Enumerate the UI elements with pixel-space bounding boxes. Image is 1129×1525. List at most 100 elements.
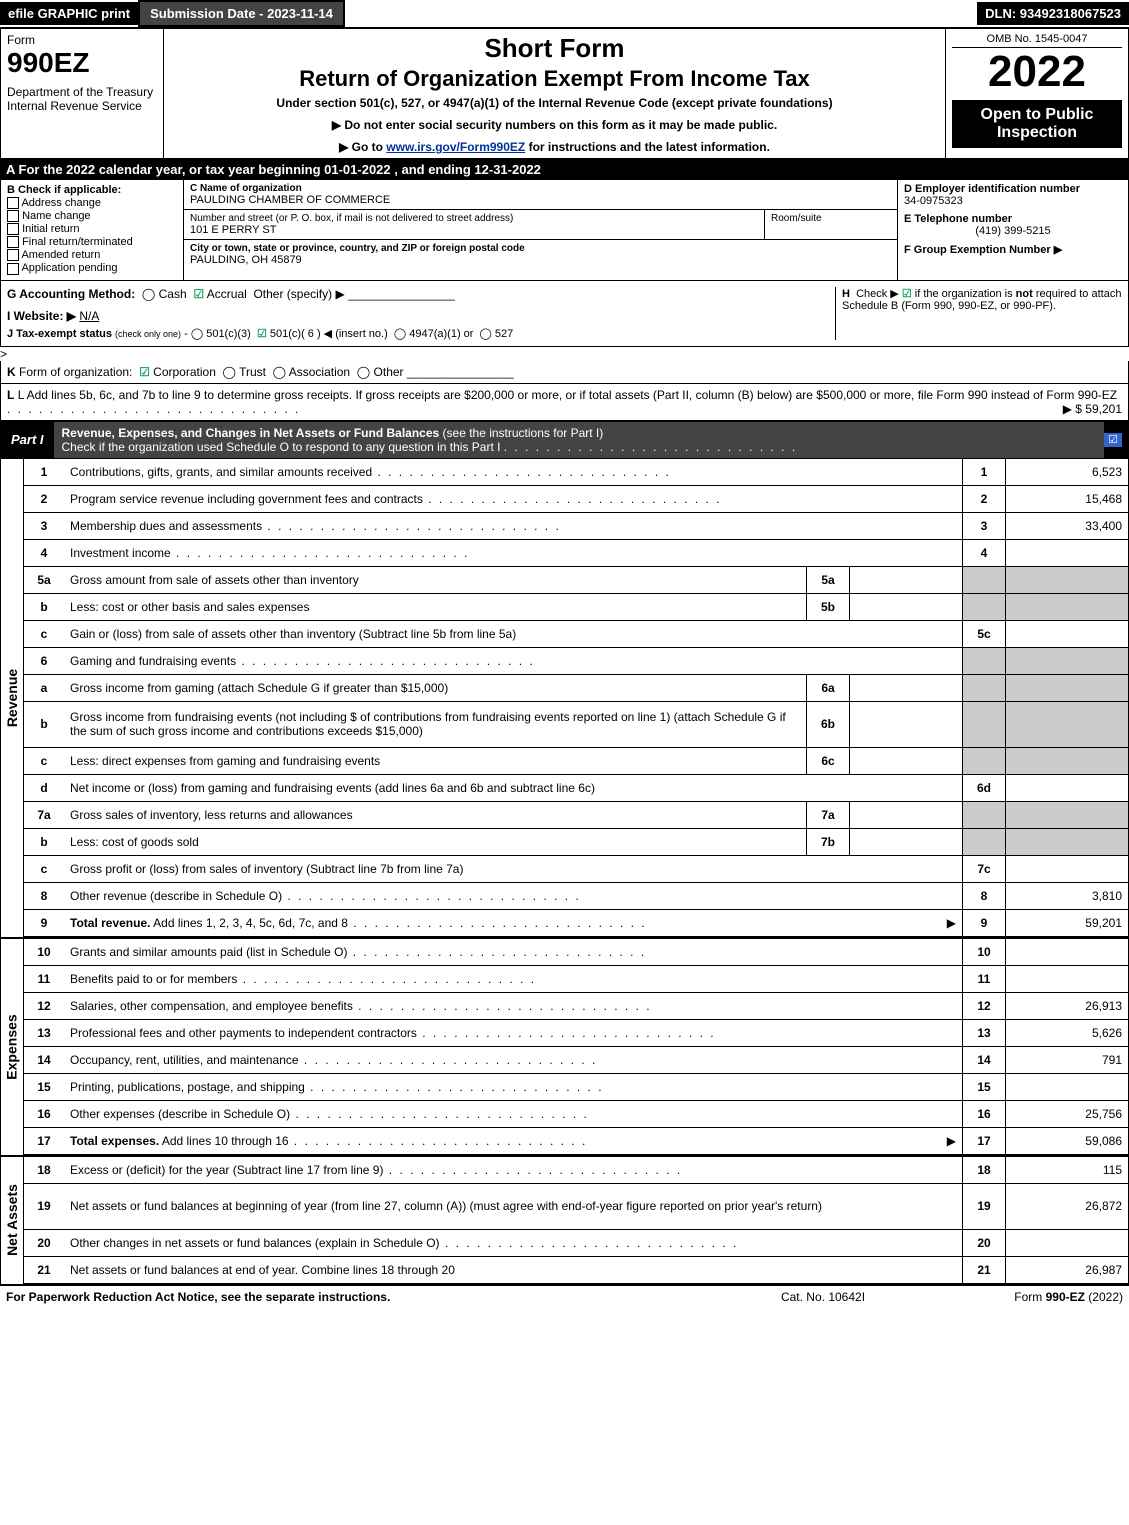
- result-value: 5,626: [1006, 1019, 1129, 1046]
- result-line-number: 11: [963, 965, 1006, 992]
- table-row: 17Total expenses. Add lines 10 through 1…: [24, 1127, 1128, 1154]
- row-a-calendar-year: A For the 2022 calendar year, or tax yea…: [0, 159, 1129, 180]
- line-description: Gross income from fundraising events (no…: [64, 701, 807, 747]
- sub-line-number: 6a: [807, 674, 850, 701]
- line-number: b: [24, 701, 64, 747]
- part1-check[interactable]: ☑: [1104, 433, 1122, 447]
- result-line-number: 9: [963, 909, 1006, 936]
- result-line-number: [963, 701, 1006, 747]
- sub-line-value: [850, 828, 963, 855]
- result-value: [1006, 701, 1129, 747]
- chk-initial-return[interactable]: Initial return: [7, 223, 177, 235]
- department: Department of the Treasury Internal Reve…: [7, 85, 157, 113]
- b-title: B Check if applicable:: [7, 184, 177, 196]
- line-description: Membership dues and assessments: [64, 512, 963, 539]
- g-accrual[interactable]: Accrual: [207, 287, 247, 301]
- line-description: Occupancy, rent, utilities, and maintena…: [64, 1046, 963, 1073]
- chk-application-pending[interactable]: Application pending: [7, 262, 177, 274]
- city: PAULDING, OH 45879: [190, 254, 891, 266]
- line-number: 9: [24, 909, 64, 936]
- result-value: 59,086: [1006, 1127, 1129, 1154]
- org-name: PAULDING CHAMBER OF COMMERCE: [190, 194, 891, 206]
- form-number: 990EZ: [7, 47, 157, 79]
- g-cash[interactable]: Cash: [159, 287, 187, 301]
- result-value: [1006, 801, 1129, 828]
- result-value: [1006, 539, 1129, 566]
- result-line-number: 13: [963, 1019, 1006, 1046]
- result-line-number: [963, 828, 1006, 855]
- l-amount: ▶ $ 59,201: [1063, 402, 1122, 416]
- result-value: 25,756: [1006, 1100, 1129, 1127]
- result-value: 6,523: [1006, 459, 1129, 486]
- result-line-number: 20: [963, 1229, 1006, 1256]
- sub-line-value: [850, 674, 963, 701]
- result-value: [1006, 674, 1129, 701]
- result-value: [1006, 965, 1129, 992]
- result-value: [1006, 828, 1129, 855]
- line-description: Total expenses. Add lines 10 through 16 …: [64, 1127, 963, 1154]
- result-value: [1006, 1073, 1129, 1100]
- result-line-number: [963, 801, 1006, 828]
- result-line-number: [963, 593, 1006, 620]
- page-footer: For Paperwork Reduction Act Notice, see …: [0, 1285, 1129, 1308]
- chk-amended-return[interactable]: Amended return: [7, 249, 177, 261]
- line-description: Gaming and fundraising events: [64, 647, 963, 674]
- sub-line-value: [850, 593, 963, 620]
- table-row: 8Other revenue (describe in Schedule O)8…: [24, 882, 1128, 909]
- table-row: dNet income or (loss) from gaming and fu…: [24, 774, 1128, 801]
- sub-line-number: 7a: [807, 801, 850, 828]
- table-row: cGain or (loss) from sale of assets othe…: [24, 620, 1128, 647]
- line-number: 17: [24, 1127, 64, 1154]
- result-value: [1006, 939, 1129, 966]
- result-line-number: [963, 647, 1006, 674]
- l-text: L Add lines 5b, 6c, and 7b to line 9 to …: [18, 388, 1117, 402]
- table-row: 18Excess or (deficit) for the year (Subt…: [24, 1157, 1128, 1184]
- chk-address-change[interactable]: Address change: [7, 197, 177, 209]
- expenses-side-label: Expenses: [1, 939, 24, 1155]
- revenue-section: Revenue 1Contributions, gifts, grants, a…: [0, 459, 1129, 937]
- g-other[interactable]: Other (specify) ▶: [253, 287, 344, 301]
- result-value: 33,400: [1006, 512, 1129, 539]
- top-bar: efile GRAPHIC print Submission Date - 20…: [0, 0, 1129, 28]
- line-number: c: [24, 855, 64, 882]
- line-number: 15: [24, 1073, 64, 1100]
- f-label: F Group Exemption Number ▶: [904, 243, 1122, 256]
- street-cell: Number and street (or P. O. box, if mail…: [184, 210, 765, 239]
- line-number: 16: [24, 1100, 64, 1127]
- table-row: 4Investment income4: [24, 539, 1128, 566]
- chk-final-return[interactable]: Final return/terminated: [7, 236, 177, 248]
- submission-date: Submission Date - 2023-11-14: [138, 0, 345, 27]
- efile-print[interactable]: efile GRAPHIC print: [0, 2, 138, 25]
- header-left: Form 990EZ Department of the Treasury In…: [1, 29, 164, 158]
- result-line-number: 19: [963, 1183, 1006, 1229]
- table-row: 20Other changes in net assets or fund ba…: [24, 1229, 1128, 1256]
- line-number: 1: [24, 459, 64, 486]
- result-line-number: 1: [963, 459, 1006, 486]
- line-description: Gross sales of inventory, less returns a…: [64, 801, 807, 828]
- netassets-side-label: Net Assets: [1, 1157, 24, 1284]
- result-line-number: [963, 566, 1006, 593]
- header-center: Short Form Return of Organization Exempt…: [164, 29, 946, 158]
- acct-row: G Accounting Method: ◯ Cash ☑ Accrual Ot…: [0, 281, 1129, 347]
- result-line-number: 8: [963, 882, 1006, 909]
- result-line-number: 6d: [963, 774, 1006, 801]
- result-value: [1006, 855, 1129, 882]
- line-description: Net assets or fund balances at end of ye…: [64, 1256, 963, 1283]
- irs-link[interactable]: www.irs.gov/Form990EZ: [386, 140, 525, 154]
- sub-line-value: [850, 801, 963, 828]
- table-row: 9Total revenue. Add lines 1, 2, 3, 4, 5c…: [24, 909, 1128, 936]
- form-title: Return of Organization Exempt From Incom…: [172, 66, 937, 92]
- result-line-number: 18: [963, 1157, 1006, 1184]
- sub-line-value: [850, 566, 963, 593]
- footer-right: Form 990-EZ (2022): [923, 1290, 1123, 1304]
- arrow-icon: ▶: [947, 1134, 956, 1148]
- result-value: [1006, 774, 1129, 801]
- expenses-section: Expenses 10Grants and similar amounts pa…: [0, 937, 1129, 1155]
- line-number: b: [24, 593, 64, 620]
- result-value: [1006, 747, 1129, 774]
- line-description: Total revenue. Add lines 1, 2, 3, 4, 5c,…: [64, 909, 963, 936]
- result-line-number: 4: [963, 539, 1006, 566]
- column-d: D Employer identification number 34-0975…: [897, 180, 1128, 280]
- street: 101 E PERRY ST: [190, 224, 758, 236]
- chk-name-change[interactable]: Name change: [7, 210, 177, 222]
